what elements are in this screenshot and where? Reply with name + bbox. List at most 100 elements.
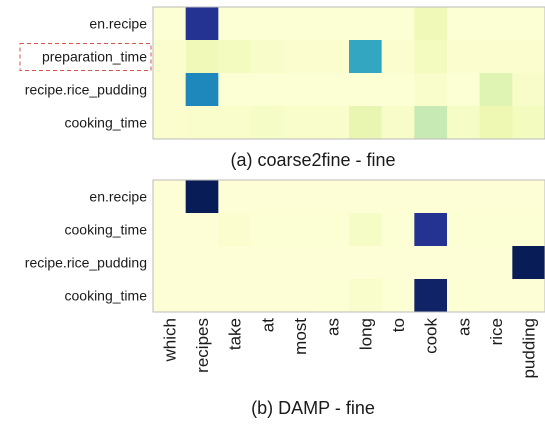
- heatmap-cell: [512, 279, 545, 313]
- heatmap-cell: [153, 246, 187, 280]
- heatmap-cell: [447, 106, 481, 140]
- heatmap-cell: [251, 213, 285, 247]
- heatmap-cell: [251, 106, 285, 140]
- heatmap-cell: [316, 180, 350, 214]
- heatmap-cell: [185, 246, 219, 280]
- heatmap-cell: [479, 279, 513, 313]
- heatmap-cell: [316, 106, 350, 140]
- column-label: which: [160, 318, 179, 362]
- heatmap-cell: [251, 279, 285, 313]
- heatmap-cell: [283, 106, 317, 140]
- heatmap-cell: [283, 246, 317, 280]
- heatmap-cell: [218, 213, 252, 247]
- heatmap-cell: [349, 246, 383, 280]
- heatmap-cell: [349, 106, 383, 140]
- heatmap-cell: [512, 40, 545, 74]
- heatmap-cell: [185, 180, 219, 214]
- heatmap-cell: [381, 7, 415, 41]
- column-label: at: [258, 318, 277, 332]
- column-label: to: [389, 318, 408, 332]
- heatmap-cell: [512, 213, 545, 247]
- heatmap-cell: [512, 73, 545, 107]
- heatmap-cell: [185, 73, 219, 107]
- heatmap-cell: [316, 246, 350, 280]
- heatmap-cell: [479, 246, 513, 280]
- heatmap-cell: [414, 7, 448, 41]
- heatmap-cell: [479, 180, 513, 214]
- heatmap-cell: [381, 279, 415, 313]
- heatmap-cell: [153, 40, 187, 74]
- heatmap-cell: [185, 7, 219, 41]
- heatmap-cell: [218, 73, 252, 107]
- heatmap-cell: [447, 213, 481, 247]
- heatmap-cell: [381, 40, 415, 74]
- heatmap-cell: [349, 279, 383, 313]
- heatmap-cell: [349, 7, 383, 41]
- heatmap-cell: [381, 106, 415, 140]
- heatmap-cell: [283, 7, 317, 41]
- heatmap-cell: [381, 213, 415, 247]
- heatmap-cell: [251, 180, 285, 214]
- heatmap-cell: [153, 213, 187, 247]
- heatmap-cell: [479, 73, 513, 107]
- heatmap-cell: [349, 213, 383, 247]
- column-label: as: [454, 318, 473, 336]
- heatmap-cell: [218, 279, 252, 313]
- column-label: recipes: [193, 318, 212, 373]
- heatmap-cell: [316, 40, 350, 74]
- heatmap-cell: [479, 7, 513, 41]
- row-label: en.recipe: [89, 189, 147, 205]
- heatmap-cell: [185, 279, 219, 313]
- heatmap-cell: [153, 279, 187, 313]
- heatmap-cell: [414, 180, 448, 214]
- heatmap-cell: [512, 7, 545, 41]
- heatmap-cell: [218, 40, 252, 74]
- column-label: long: [356, 318, 375, 350]
- row-label: cooking_time: [65, 115, 148, 131]
- heatmap-cell: [251, 7, 285, 41]
- column-label: rice: [487, 318, 506, 345]
- heatmap-cell: [349, 180, 383, 214]
- heatmap-cell: [316, 7, 350, 41]
- heatmap-cell: [512, 106, 545, 140]
- row-label: en.recipe: [89, 16, 147, 32]
- heatmap-cell: [414, 106, 448, 140]
- heatmap-cell: [283, 213, 317, 247]
- heatmap-cell: [316, 73, 350, 107]
- heatmap-cell: [316, 213, 350, 247]
- row-label: preparation_time: [42, 49, 147, 65]
- column-label: cook: [422, 318, 441, 354]
- heatmap-cell: [414, 73, 448, 107]
- heatmap-cell: [153, 7, 187, 41]
- heatmap-cell: [251, 246, 285, 280]
- heatmap-cell: [316, 279, 350, 313]
- row-label: recipe.rice_pudding: [25, 255, 147, 271]
- heatmap-cell: [349, 40, 383, 74]
- heatmap-cell: [283, 73, 317, 107]
- heatmap-cell: [447, 180, 481, 214]
- heatmap-cell: [512, 180, 545, 214]
- heatmap-cell: [218, 7, 252, 41]
- heatmap-cell: [512, 246, 545, 280]
- row-label: cooking_time: [65, 288, 148, 304]
- heatmap-cell: [414, 40, 448, 74]
- heatmap-cell: [185, 40, 219, 74]
- panel-caption-b: (b) DAMP - fine: [251, 398, 375, 418]
- heatmap-cell: [153, 106, 187, 140]
- heatmap-cell: [414, 246, 448, 280]
- row-label: recipe.rice_pudding: [25, 82, 147, 98]
- heatmap-cell: [447, 73, 481, 107]
- heatmap-cell: [447, 279, 481, 313]
- column-label: take: [226, 318, 245, 350]
- column-label: as: [324, 318, 343, 336]
- heatmap-cell: [479, 106, 513, 140]
- plot-frame: [152, 6, 545, 140]
- heatmap-cell: [447, 7, 481, 41]
- heatmap-cell: [218, 180, 252, 214]
- heatmap-cell: [218, 246, 252, 280]
- heatmap-cell: [283, 40, 317, 74]
- heatmap-cell: [381, 73, 415, 107]
- heatmap-cell: [349, 73, 383, 107]
